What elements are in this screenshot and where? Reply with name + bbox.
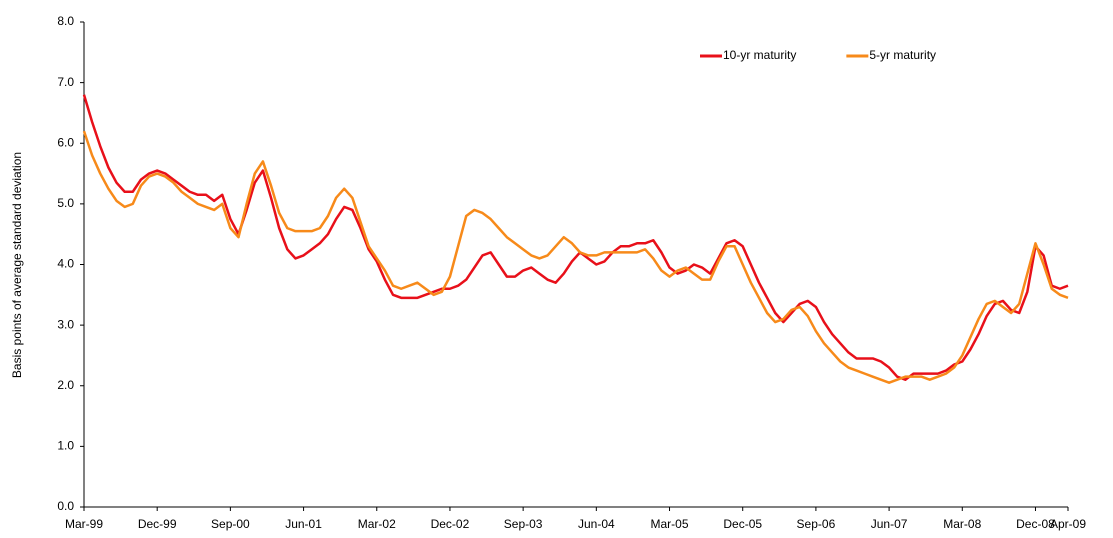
data-line [82, 94, 1069, 381]
x-tick-label: Jun-04 [578, 517, 615, 531]
x-tick-label: Mar-05 [651, 517, 689, 531]
y-tick-label: 3.0 [57, 317, 74, 331]
x-tick-label: Mar-08 [943, 517, 981, 531]
x-tick-label: Dec-05 [723, 517, 762, 531]
y-tick-label: 4.0 [57, 257, 74, 271]
y-tick-label: 6.0 [57, 135, 74, 149]
y-tick-label: 5.0 [57, 196, 74, 210]
x-tick-label: Sep-06 [797, 517, 836, 531]
y-tick-label: 0.0 [57, 499, 74, 513]
y-axis-label: Basis points of average standard deviati… [10, 152, 24, 378]
x-tick-label: Dec-08 [1016, 517, 1055, 531]
x-tick-label: Sep-00 [211, 517, 250, 531]
data-line [82, 130, 1069, 384]
x-tick-label: Sep-03 [504, 517, 543, 531]
x-tick-label: Mar-02 [358, 517, 396, 531]
x-tick-label: Dec-02 [431, 517, 470, 531]
x-tick-label: Jun-07 [871, 517, 908, 531]
y-tick-label: 7.0 [57, 75, 74, 89]
x-tick-label: Jun-01 [285, 517, 322, 531]
x-tick-label: Mar-99 [65, 517, 103, 531]
legend-label: 10-yr maturity [723, 48, 796, 62]
x-tick-label: Dec-99 [138, 517, 177, 531]
y-tick-label: 8.0 [57, 14, 74, 28]
legend-label: 5-yr maturity [869, 48, 936, 62]
y-tick-label: 2.0 [57, 378, 74, 392]
y-tick-label: 1.0 [57, 439, 74, 453]
x-tick-label: Apr-09 [1050, 517, 1086, 531]
